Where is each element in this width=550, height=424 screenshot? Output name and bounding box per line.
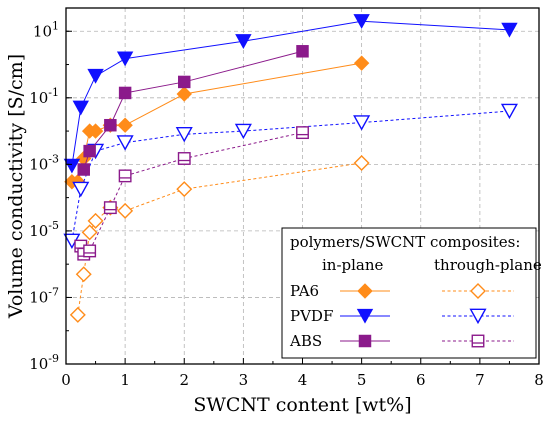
legend-marker-abs-in-plane-body bbox=[358, 334, 372, 348]
series-pvdf-in-plane bbox=[63, 14, 518, 174]
axes: 0 1 2 3 4 5 6 7 8 10-9 10-7 10-5 10-3 10-1 101 bbox=[29, 19, 544, 389]
legend-label-abs: ABS bbox=[289, 332, 322, 350]
data-point-pvdf-through-plane bbox=[353, 115, 371, 131]
data-point-abs-through-plane-body bbox=[103, 201, 117, 215]
data-point-abs-in-plane bbox=[77, 163, 90, 176]
data-point-abs-in-plane bbox=[296, 45, 309, 58]
series-line-abs-in-plane bbox=[83, 50, 303, 170]
series-layer bbox=[63, 14, 518, 323]
legend-marker-abs-through-plane bbox=[471, 334, 485, 348]
x-tick-label: 3 bbox=[239, 371, 249, 389]
data-point-pvdf-in-plane bbox=[353, 14, 370, 29]
data-point-pvdf-in-plane bbox=[116, 51, 134, 67]
legend-box bbox=[281, 227, 537, 359]
series-abs-through-plane bbox=[74, 126, 309, 261]
data-point-pa6-through-plane bbox=[353, 154, 370, 171]
legend-label-pa6: PA6 bbox=[290, 282, 319, 300]
data-point-pa6-through-plane bbox=[69, 306, 86, 323]
data-point-abs-through-plane-body bbox=[83, 244, 97, 258]
grid bbox=[66, 8, 539, 364]
x-axis-label: SWCNT content [wt%] bbox=[193, 394, 411, 416]
y-tick-label: 10-5 bbox=[29, 219, 59, 240]
legend-marker-pa6-in-plane bbox=[357, 283, 373, 299]
legend: polymers/SWCNT composites: in-plane throug… bbox=[281, 227, 542, 359]
data-point-abs-in-plane bbox=[83, 144, 96, 158]
legend-marker-pvdf-through-plane bbox=[469, 308, 487, 325]
data-point-abs-through-plane-body bbox=[177, 152, 191, 165]
legend-marker-abs-through-plane-body bbox=[471, 334, 485, 348]
legend-marker-pa6-through-plane bbox=[470, 283, 486, 299]
data-point-abs-in-plane bbox=[178, 75, 191, 89]
x-tick-label: 2 bbox=[179, 371, 189, 389]
y-axis-label: Volume conductivity [S/cm] bbox=[5, 54, 27, 319]
legend-label-pvdf: PVDF bbox=[290, 307, 333, 325]
data-point-pvdf-in-plane bbox=[87, 68, 104, 84]
data-point-abs-through-plane bbox=[83, 244, 97, 258]
data-point-pa6-in-plane bbox=[353, 55, 370, 71]
data-point-pa6-in-plane bbox=[87, 123, 104, 139]
x-tick-label: 6 bbox=[416, 371, 426, 389]
series-line-pvdf-in-plane bbox=[71, 20, 510, 166]
data-point-abs-through-plane-body bbox=[296, 126, 309, 140]
data-point-pa6-in-plane bbox=[176, 86, 192, 102]
data-point-pvdf-in-plane bbox=[72, 100, 89, 116]
data-point-pa6-through-plane bbox=[87, 212, 104, 229]
x-tick-label: 7 bbox=[475, 371, 485, 389]
data-point-pvdf-in-plane bbox=[235, 34, 252, 49]
series-pvdf-through-plane bbox=[63, 103, 518, 250]
y-tick-label: 10-1 bbox=[29, 86, 59, 107]
series-abs-in-plane bbox=[77, 45, 309, 176]
x-tick-label: 5 bbox=[357, 371, 367, 389]
data-point-abs-in-plane-body bbox=[178, 75, 191, 89]
data-point-abs-through-plane bbox=[103, 201, 117, 215]
data-point-pvdf-in-plane bbox=[63, 158, 81, 174]
y-tick-label: 101 bbox=[33, 19, 59, 40]
x-tick-label: 0 bbox=[61, 371, 71, 389]
data-point-abs-through-plane bbox=[177, 152, 191, 165]
data-point-abs-in-plane-body bbox=[118, 86, 132, 100]
data-point-pa6-in-plane bbox=[117, 117, 133, 133]
series-line-pvdf-through-plane bbox=[71, 110, 510, 242]
data-point-abs-in-plane-body bbox=[77, 163, 90, 176]
x-tick-label: 4 bbox=[298, 371, 308, 389]
x-tick-label: 1 bbox=[120, 371, 130, 389]
data-point-abs-through-plane bbox=[296, 126, 309, 140]
data-point-abs-in-plane-body bbox=[296, 45, 309, 58]
data-point-pa6-through-plane bbox=[117, 202, 134, 219]
y-tick-label: 10-7 bbox=[29, 285, 59, 306]
data-point-pvdf-through-plane bbox=[500, 103, 518, 120]
x-tick-label: 8 bbox=[534, 371, 544, 389]
data-point-abs-through-plane-body bbox=[118, 169, 132, 183]
data-point-pa6-through-plane bbox=[81, 224, 98, 241]
data-point-pvdf-in-plane bbox=[501, 22, 518, 38]
y-tick-label: 10-9 bbox=[29, 352, 59, 373]
legend-col-through-plane: through-plane bbox=[434, 256, 542, 274]
data-point-pvdf-through-plane bbox=[175, 126, 193, 143]
legend-marker-abs-in-plane bbox=[358, 334, 372, 348]
series-line-pa6-through-plane bbox=[77, 162, 362, 315]
legend-marker-pvdf-in-plane bbox=[356, 308, 374, 324]
series-line-abs-through-plane bbox=[80, 132, 303, 255]
data-point-abs-in-plane bbox=[104, 118, 117, 132]
data-point-pvdf-through-plane bbox=[234, 123, 252, 140]
data-point-abs-in-plane-body bbox=[104, 118, 117, 132]
data-point-abs-in-plane-body bbox=[83, 144, 96, 158]
data-point-pa6-through-plane bbox=[176, 181, 193, 198]
y-tick-label: 10-3 bbox=[29, 152, 59, 173]
data-point-pvdf-through-plane bbox=[116, 135, 134, 151]
data-point-pa6-through-plane bbox=[75, 266, 92, 283]
data-point-abs-through-plane bbox=[118, 169, 132, 183]
legend-title: polymers/SWCNT composites: bbox=[290, 233, 520, 251]
data-point-pvdf-through-plane bbox=[72, 181, 90, 198]
legend-col-in-plane: in-plane bbox=[322, 256, 384, 274]
data-point-abs-in-plane bbox=[118, 86, 132, 100]
